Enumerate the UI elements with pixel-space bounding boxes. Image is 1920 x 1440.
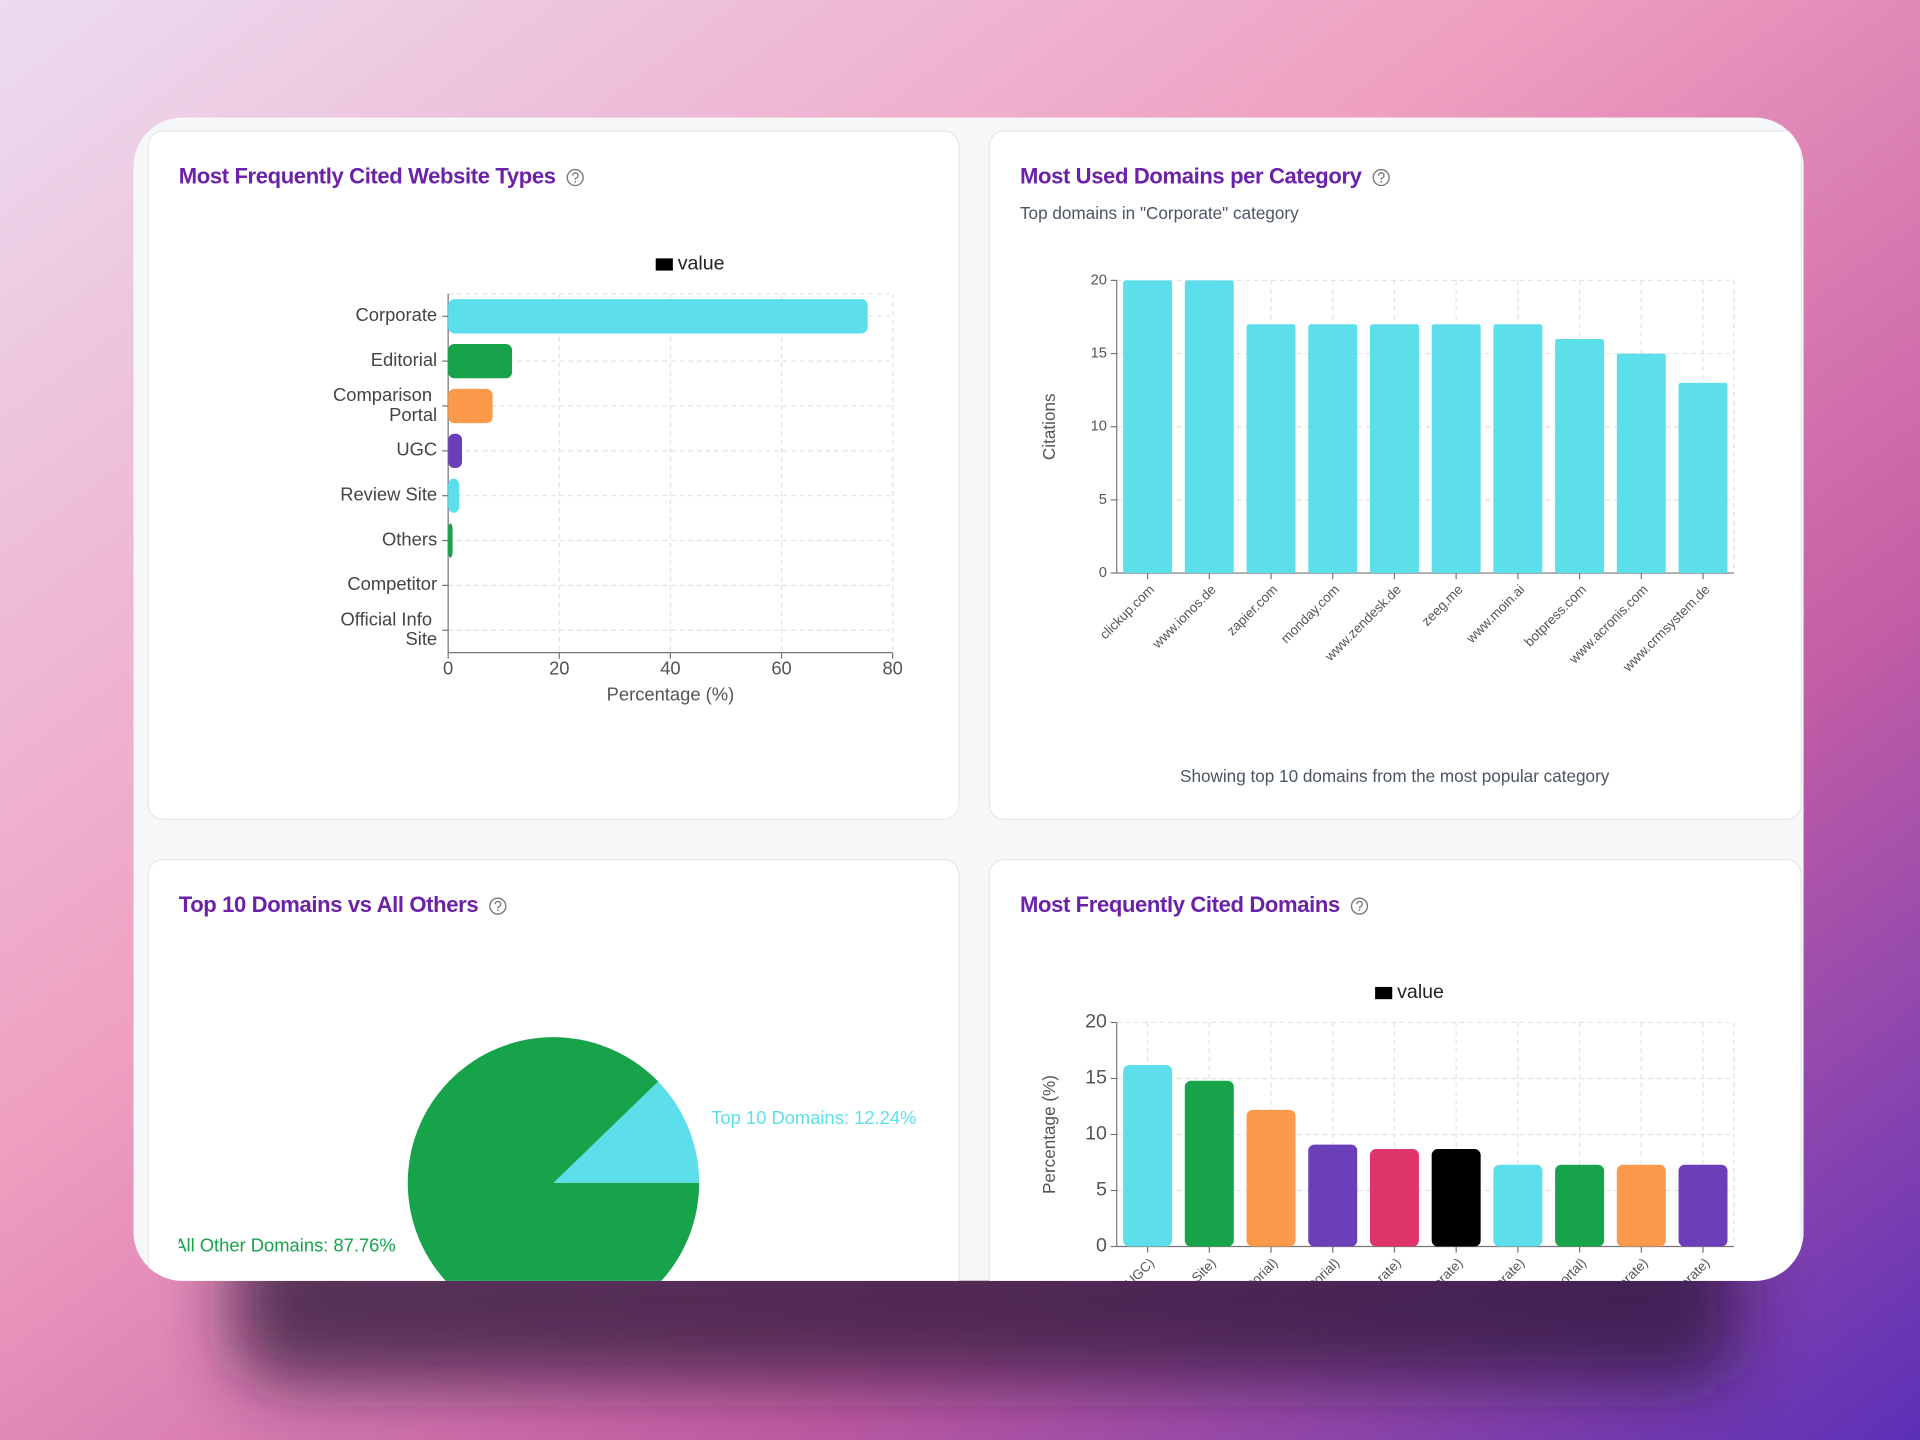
dashboard: Most Frequently Cited Website Types 0 20 40… <box>133 117 1804 1281</box>
bar <box>1678 1164 1728 1247</box>
chart-title: Most Frequently Cited Website Types <box>179 163 556 188</box>
y-tick-label: 20 <box>1085 1011 1107 1033</box>
y-tick-label: 5 <box>1096 1179 1107 1201</box>
y-tick-label: 5 <box>1099 492 1107 508</box>
chart-note: Showing top 10 domains from the most pop… <box>1180 766 1610 786</box>
bar <box>1246 324 1296 574</box>
bar <box>1308 324 1358 574</box>
legend-label: value <box>1397 981 1444 1003</box>
chart-title: Most Frequently Cited Domains <box>1020 892 1340 917</box>
help-mark <box>571 172 579 180</box>
help-icon[interactable] <box>489 897 507 915</box>
y-tick-label: 15 <box>1085 1067 1107 1089</box>
bar <box>1184 280 1234 574</box>
y-tick-label: Others <box>382 528 437 549</box>
y-tick-label: Competitor <box>347 573 437 594</box>
bar <box>1431 1149 1481 1247</box>
legend: value <box>1375 981 1444 1003</box>
legend-label: value <box>678 253 725 275</box>
help-circle <box>489 897 507 915</box>
bar <box>1431 324 1481 574</box>
help-icon[interactable] <box>1350 897 1369 915</box>
bar <box>448 299 868 334</box>
pie: Top 10 Domains: 12.24% All Other Domains:… <box>174 1037 916 1281</box>
help-dot <box>496 909 499 912</box>
help-mark <box>1377 172 1385 180</box>
card <box>147 130 960 820</box>
pie-slice <box>407 1037 700 1281</box>
legend: value <box>655 253 725 275</box>
bar <box>1616 353 1666 574</box>
y-tick-label: 0 <box>1099 565 1107 581</box>
y-tick-label: UGC <box>396 439 437 460</box>
bar <box>1616 1164 1666 1247</box>
x-tick-label: 40 <box>660 658 680 679</box>
y-axis-label: Percentage (%) <box>1039 1075 1059 1194</box>
chart-subtitle: Top domains in "Corporate" category <box>1020 203 1299 223</box>
bar <box>1246 1109 1296 1247</box>
help-dot <box>1380 180 1383 183</box>
x-tick-label: 60 <box>771 658 791 679</box>
y-tick-label: 10 <box>1091 419 1107 435</box>
help-mark <box>494 900 502 909</box>
bar <box>1678 382 1728 574</box>
chart-title: Top 10 Domains vs All Others <box>179 892 479 917</box>
x-tick-label: 0 <box>443 658 453 679</box>
pie-label: Top 10 Domains: 12.24% <box>711 1107 916 1128</box>
bar <box>1555 338 1605 574</box>
y-tick-label: Review Site <box>340 484 437 505</box>
bar <box>1555 1164 1605 1247</box>
y-axis-label: Citations <box>1039 393 1059 460</box>
legend-swatch <box>655 258 673 271</box>
y-tick-label: Corporate <box>356 304 438 325</box>
y-tick-label: 10 <box>1085 1123 1107 1145</box>
bar <box>1493 324 1543 574</box>
y-tick-label: Comparison Portal <box>333 384 437 425</box>
bar <box>448 523 453 558</box>
help-circle <box>1350 897 1369 915</box>
pie-slice <box>553 1081 700 1183</box>
help-mark <box>1356 900 1363 909</box>
bar <box>1123 1065 1173 1247</box>
y-tick-label: 15 <box>1091 345 1107 361</box>
bar <box>1184 1080 1234 1247</box>
bar <box>448 344 513 379</box>
help-circle <box>1372 168 1390 187</box>
bar <box>1369 1149 1419 1247</box>
bar <box>1493 1164 1543 1247</box>
y-tick-label: 20 <box>1091 272 1107 288</box>
bar <box>1369 324 1419 574</box>
bar <box>448 388 493 424</box>
help-icon[interactable] <box>566 168 584 187</box>
x-tick-label: 20 <box>549 658 569 679</box>
bar <box>1123 280 1173 574</box>
bar <box>448 433 463 468</box>
x-axis-label: Percentage (%) <box>607 683 735 704</box>
help-dot <box>574 180 577 183</box>
y-tick-label: 0 <box>1096 1235 1107 1257</box>
chart-title: Most Used Domains per Category <box>1020 163 1363 188</box>
pie-label: All Other Domains: 87.76% <box>174 1235 395 1256</box>
help-dot <box>1358 909 1361 912</box>
bar <box>448 478 460 513</box>
bar <box>1308 1144 1358 1247</box>
y-tick-label: Editorial <box>371 349 437 370</box>
help-circle <box>566 168 584 187</box>
x-tick-label: 80 <box>882 658 902 679</box>
help-icon[interactable] <box>1372 168 1390 187</box>
y-tick-label: Official Info Site <box>341 608 438 649</box>
legend-swatch <box>1375 986 1393 1000</box>
